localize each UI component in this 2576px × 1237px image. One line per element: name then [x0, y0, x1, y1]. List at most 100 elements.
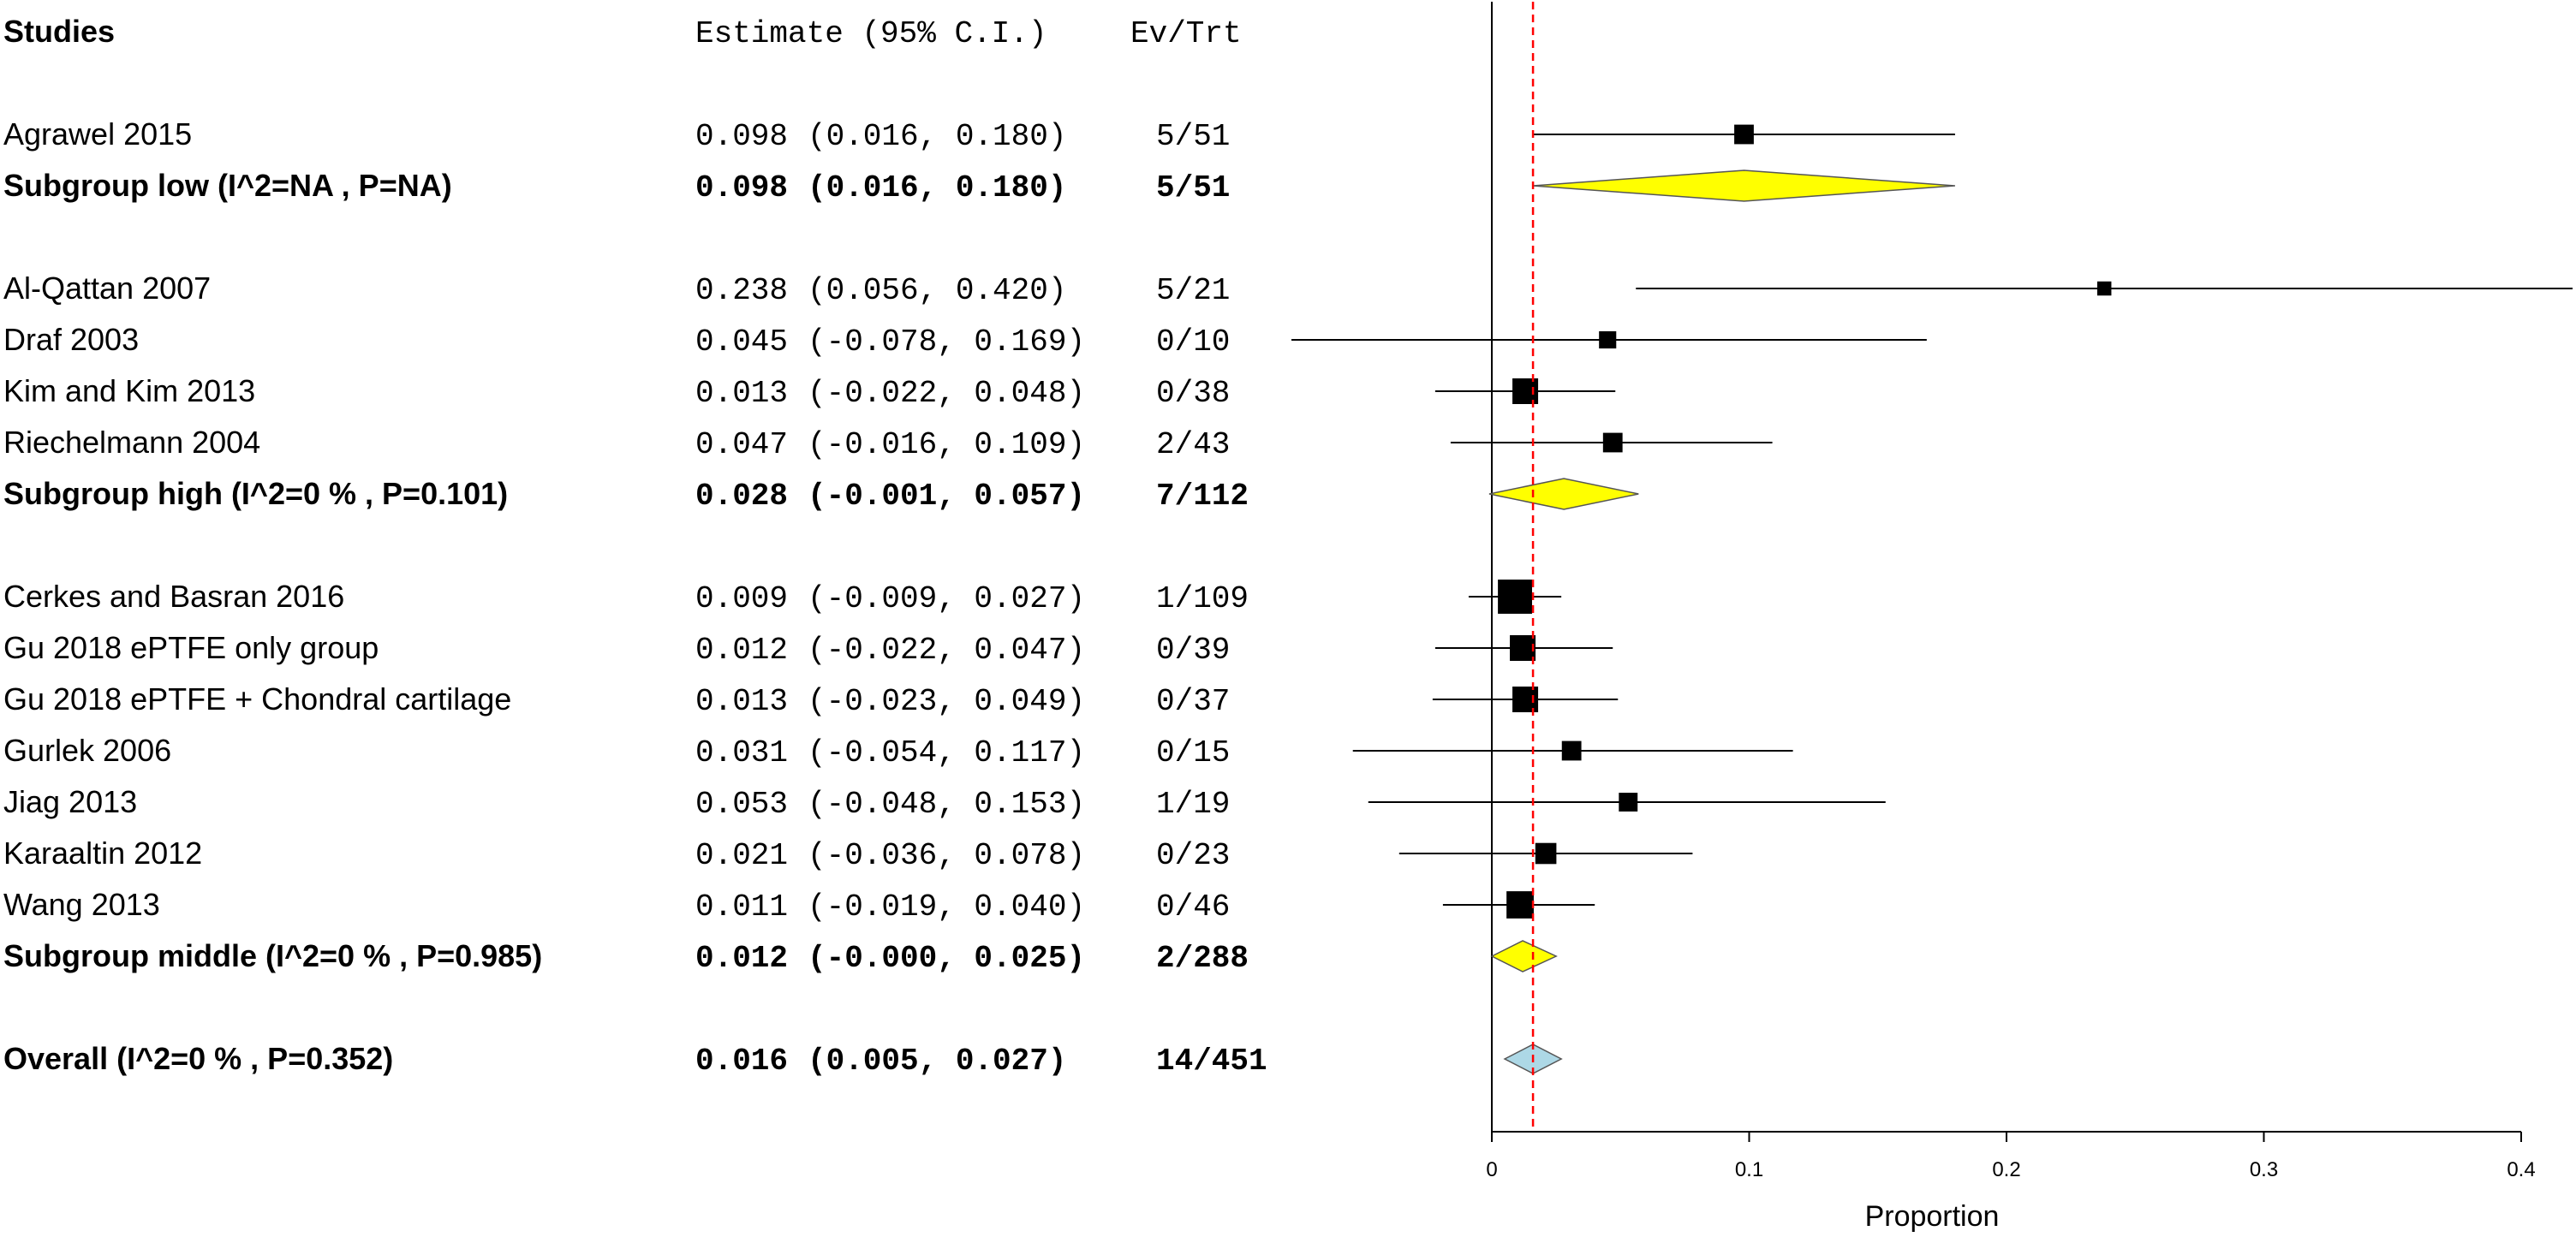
row-ci: (-0.009, 0.027) — [808, 581, 1085, 616]
row-ev-trt: 5/51 — [1156, 170, 1230, 205]
row-ci: (-0.036, 0.078) — [808, 838, 1085, 873]
row-label: Subgroup high (I^2=0 % , P=0.101) — [3, 476, 508, 511]
study-box — [1498, 580, 1532, 614]
row-ev-trt: 2/43 — [1156, 427, 1230, 462]
study-row: Draf 2003 0.045 (-0.078, 0.169) 0/10 — [3, 322, 1230, 360]
row-label: Subgroup middle (I^2=0 % , P=0.985) — [3, 938, 542, 973]
x-axis: Proportion 0 0.1 0.2 0.3 0.4 — [1486, 1131, 2536, 1233]
row-ci: (-0.054, 0.117) — [808, 735, 1085, 770]
row-ci: (-0.022, 0.047) — [808, 633, 1085, 668]
row-ev-trt: 14/451 — [1156, 1044, 1267, 1079]
row-ci: (-0.022, 0.048) — [808, 376, 1085, 411]
row-ci: (0.005, 0.027) — [808, 1044, 1066, 1079]
study-rows: Agrawel 2015 0.098 (0.016, 0.180) 5/51 Subgr… — [3, 116, 1267, 1079]
row-estimate: 0.053 — [695, 787, 788, 822]
study-row: Agrawel 2015 0.098 (0.016, 0.180) 5/51 — [3, 116, 1230, 154]
study-row: Cerkes and Basran 2016 0.009 (-0.009, 0.02… — [3, 579, 1249, 616]
row-estimate: 0.016 — [695, 1044, 788, 1079]
row-ci: (0.016, 0.180) — [808, 119, 1066, 154]
study-row: Wang 2013 0.011 (-0.019, 0.040) 0/46 — [3, 887, 1230, 925]
row-label: Riechelmann 2004 — [3, 425, 260, 460]
row-estimate: 0.047 — [695, 427, 788, 462]
study-box — [1506, 891, 1534, 919]
row-ci: (-0.078, 0.169) — [808, 324, 1085, 360]
row-label: Subgroup low (I^2=NA , P=NA) — [3, 168, 452, 203]
row-label: Gu 2018 ePTFE only group — [3, 630, 379, 665]
row-estimate: 0.013 — [695, 376, 788, 411]
study-box — [1602, 432, 1623, 453]
row-ev-trt: 0/15 — [1156, 735, 1230, 770]
row-ev-trt: 2/288 — [1156, 941, 1249, 976]
subgroup-row: Subgroup high (I^2=0 % , P=0.101) 0.028 (-… — [3, 476, 1249, 514]
study-row: Jiag 2013 0.053 (-0.048, 0.153) 1/19 — [3, 784, 1230, 822]
x-tick-label: 0 — [1486, 1158, 1497, 1181]
row-ci: (0.056, 0.420) — [808, 273, 1066, 308]
study-row: Gu 2018 ePTFE only group 0.012 (-0.022, 0.… — [3, 630, 1230, 668]
row-ev-trt: 0/38 — [1156, 376, 1230, 411]
row-ev-trt: 5/21 — [1156, 273, 1230, 308]
row-label: Wang 2013 — [3, 887, 160, 922]
study-box — [1512, 687, 1539, 712]
row-estimate: 0.031 — [695, 735, 788, 770]
study-row: Riechelmann 2004 0.047 (-0.016, 0.109) 2/43 — [3, 425, 1230, 462]
overall-row: Overall (I^2=0 % , P=0.352) 0.016 (0.005, … — [3, 1041, 1267, 1079]
row-ev-trt: 5/51 — [1156, 119, 1230, 154]
row-estimate: 0.009 — [695, 581, 788, 616]
study-box — [1512, 378, 1539, 404]
row-ev-trt: 0/46 — [1156, 889, 1230, 925]
study-box — [1535, 842, 1557, 865]
study-row: Gurlek 2006 0.031 (-0.054, 0.117) 0/15 — [3, 733, 1230, 770]
row-label: Gurlek 2006 — [3, 733, 171, 768]
study-row: Al-Qattan 2007 0.238 (0.056, 0.420) 5/21 — [3, 271, 1230, 308]
row-label: Kim and Kim 2013 — [3, 373, 255, 408]
study-box — [2096, 281, 2112, 296]
row-ci: (-0.019, 0.040) — [808, 889, 1085, 925]
study-row: Gu 2018 ePTFE + Chondral cartilage 0.013 (… — [3, 681, 1230, 719]
row-estimate: 0.012 — [695, 633, 788, 668]
study-box — [1734, 124, 1754, 145]
row-label: Cerkes and Basran 2016 — [3, 579, 344, 614]
row-ev-trt: 0/37 — [1156, 684, 1230, 719]
subgroup-diamond — [1533, 169, 1955, 202]
study-box — [1561, 740, 1582, 761]
row-estimate: 0.021 — [695, 838, 788, 873]
header-estimate: Estimate (95% C.I.) — [695, 16, 1046, 51]
row-ci: (-0.016, 0.109) — [808, 427, 1085, 462]
row-label: Gu 2018 ePTFE + Chondral cartilage — [3, 681, 511, 717]
row-ev-trt: 1/19 — [1156, 787, 1230, 822]
row-ev-trt: 0/39 — [1156, 633, 1230, 668]
row-estimate: 0.028 — [695, 479, 788, 514]
study-row: Kim and Kim 2013 0.013 (-0.022, 0.048) 0/38 — [3, 373, 1230, 411]
row-label: Overall (I^2=0 % , P=0.352) — [3, 1041, 393, 1076]
row-estimate: 0.098 — [695, 119, 788, 154]
header-studies: Studies — [3, 14, 115, 49]
row-ci: (0.016, 0.180) — [808, 170, 1066, 205]
row-estimate: 0.238 — [695, 273, 788, 308]
subgroup-diamond — [1490, 940, 1558, 972]
row-label: Agrawel 2015 — [3, 116, 192, 152]
x-tick-label: 0.2 — [1992, 1158, 2020, 1181]
row-ci: (-0.000, 0.025) — [808, 941, 1085, 976]
row-ev-trt: 0/10 — [1156, 324, 1230, 360]
x-tick-label: 0.4 — [2507, 1158, 2535, 1181]
row-estimate: 0.011 — [695, 889, 788, 925]
row-estimate: 0.098 — [695, 170, 788, 205]
row-ci: (-0.048, 0.153) — [808, 787, 1085, 822]
row-estimate: 0.013 — [695, 684, 788, 719]
subgroup-row: Subgroup middle (I^2=0 % , P=0.985) 0.012… — [3, 938, 1249, 976]
row-label: Al-Qattan 2007 — [3, 271, 211, 306]
row-ev-trt: 1/109 — [1156, 581, 1249, 616]
row-estimate: 0.045 — [695, 324, 788, 360]
subgroup-diamond — [1488, 478, 1639, 510]
column-headers: Studies Estimate (95% C.I.) Ev/Trt — [3, 14, 1242, 51]
study-box — [1599, 330, 1617, 349]
x-tick-label: 0.1 — [1735, 1158, 1763, 1181]
plot-area — [1291, 2, 2573, 1132]
row-ev-trt: 0/23 — [1156, 838, 1230, 873]
x-axis-title: Proportion — [1865, 1200, 2000, 1233]
row-label: Jiag 2013 — [3, 784, 137, 819]
row-ci: (-0.023, 0.049) — [808, 684, 1085, 719]
row-ev-trt: 7/112 — [1156, 479, 1249, 514]
row-label: Karaaltin 2012 — [3, 836, 202, 871]
